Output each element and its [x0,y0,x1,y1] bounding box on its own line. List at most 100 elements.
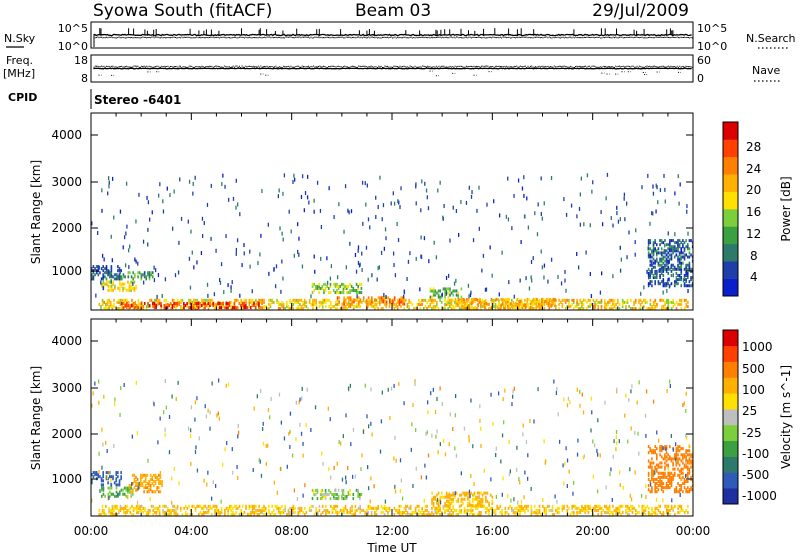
heatmap-cell [603,304,606,308]
heatmap-cell [123,492,126,496]
heatmap-cell [649,298,652,302]
heatmap-cell [574,304,577,308]
heatmap-cell [282,304,285,308]
heatmap-cell [546,504,549,508]
heatmap-cell [511,394,514,399]
heatmap-cell [105,304,107,308]
heatmap-cell [135,259,137,264]
heatmap-cell [656,430,658,435]
heatmap-cell [276,300,278,304]
heatmap-cell [445,300,448,304]
heatmap-cell [424,508,427,512]
heatmap-cell [290,229,292,234]
heatmap-cell [450,497,453,501]
heatmap-cell [449,238,451,243]
heatmap-cell [101,300,104,304]
heatmap-cell [654,239,656,243]
heatmap-cell [191,304,194,308]
heatmap-cell [193,504,195,508]
heatmap-cell [385,236,387,241]
heatmap-cell [652,471,655,475]
heatmap-cell [348,210,350,215]
heatmap-cell [426,513,428,517]
heatmap-cell [664,461,666,465]
heatmap-cell [434,298,436,302]
heatmap-cell [605,196,607,201]
heatmap-cell [167,513,169,517]
heatmap-cell [678,490,681,494]
heatmap-cell [135,284,137,288]
heatmap-cell [678,484,681,488]
heatmap-cell [222,462,224,467]
heatmap-cell [503,306,506,310]
heatmap-cell [237,506,239,510]
heatmap-cell [95,293,97,298]
heatmap-cell [187,306,190,310]
heatmap-cell [523,306,525,310]
heatmap-cell [343,508,345,512]
heatmap-cell [277,300,280,304]
heatmap-cell [677,302,679,306]
heatmap-cell [136,482,139,486]
heatmap-cell [354,289,356,293]
heatmap-cell [352,289,355,293]
heatmap-cell [154,482,157,486]
heatmap-cell [450,302,453,306]
heatmap-cell [550,508,552,512]
heatmap-cell [659,484,661,488]
heatmap-cell [187,219,189,224]
heatmap-cell [282,307,285,311]
heatmap-cell [360,282,363,286]
heatmap-cell [409,504,412,508]
heatmap-cell [158,508,161,512]
heatmap-cell [656,477,658,481]
heatmap-cell [173,504,176,508]
heatmap-cell [439,495,442,499]
heatmap-cell [141,482,144,486]
heatmap-cell [367,486,370,491]
heatmap-cell [341,491,344,496]
heatmap-cell [377,504,379,508]
heatmap-cell [129,306,131,310]
heatmap-cell [134,257,136,262]
velocity-colorbar-frame [722,329,739,505]
heatmap-cell [444,452,447,457]
heatmap-cell [303,302,306,306]
heatmap-cell [287,513,290,517]
heatmap-cell [677,482,679,486]
heatmap-cell [115,477,118,481]
heatmap-cell [113,302,115,306]
heatmap-cell [106,475,108,480]
heatmap-cell [439,180,441,185]
heatmap-cell [103,513,106,517]
heatmap-cell [682,278,685,283]
heatmap-cell [146,486,149,490]
heatmap-cell [364,383,366,388]
heatmap-cell [318,300,321,304]
heatmap-cell [508,280,510,285]
heatmap-cell [171,226,174,231]
heatmap-cell [108,304,110,308]
heatmap-cell [290,300,293,304]
heatmap-cell [243,302,245,306]
heatmap-cell [351,508,353,512]
heatmap-cell [654,280,656,284]
heatmap-cell [337,495,340,499]
heatmap-cell [498,213,501,218]
heatmap-cell [509,504,511,508]
heatmap-cell [663,248,665,253]
heatmap-cell [267,443,269,448]
heatmap-cell [156,486,158,490]
heatmap-cell [306,174,309,179]
heatmap-cell [325,304,327,308]
heatmap-cell [299,422,301,427]
heatmap-cell [481,268,483,273]
heatmap-cell [407,259,410,264]
heatmap-cell [664,243,666,248]
heatmap-cell [669,253,671,257]
heatmap-cell [659,298,661,302]
heatmap-cell [217,411,219,416]
heatmap-cell [636,510,639,514]
heatmap-cell [253,513,256,517]
heatmap-cell [680,453,683,457]
